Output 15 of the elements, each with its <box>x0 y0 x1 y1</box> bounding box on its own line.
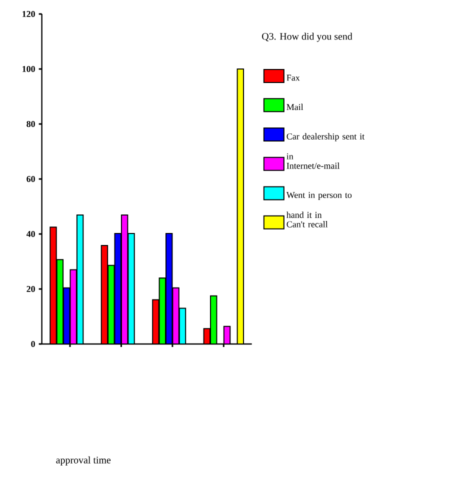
text: Car dealership sent it in <box>286 133 365 160</box>
legend-label: Can't recall <box>286 221 328 228</box>
y-tick-label: 100 <box>22 66 35 72</box>
y-tick-label: 20 <box>26 286 35 292</box>
y-tick-label: 120 <box>22 10 35 18</box>
legend-label: Fax <box>286 74 300 81</box>
legend-label: Internet/e-mail <box>286 162 340 169</box>
y-tick-label: 60 <box>26 176 35 182</box>
text: approval time <box>56 456 111 466</box>
y-tick-label: 40 <box>26 230 35 238</box>
y-tick-label: 80 <box>26 120 35 128</box>
legend-label: Mail <box>286 104 304 110</box>
y-tick-label: 0 <box>31 340 35 348</box>
legend-title: Q3. How did you send <box>262 32 352 42</box>
text: Went in person to hand it in <box>286 192 352 218</box>
